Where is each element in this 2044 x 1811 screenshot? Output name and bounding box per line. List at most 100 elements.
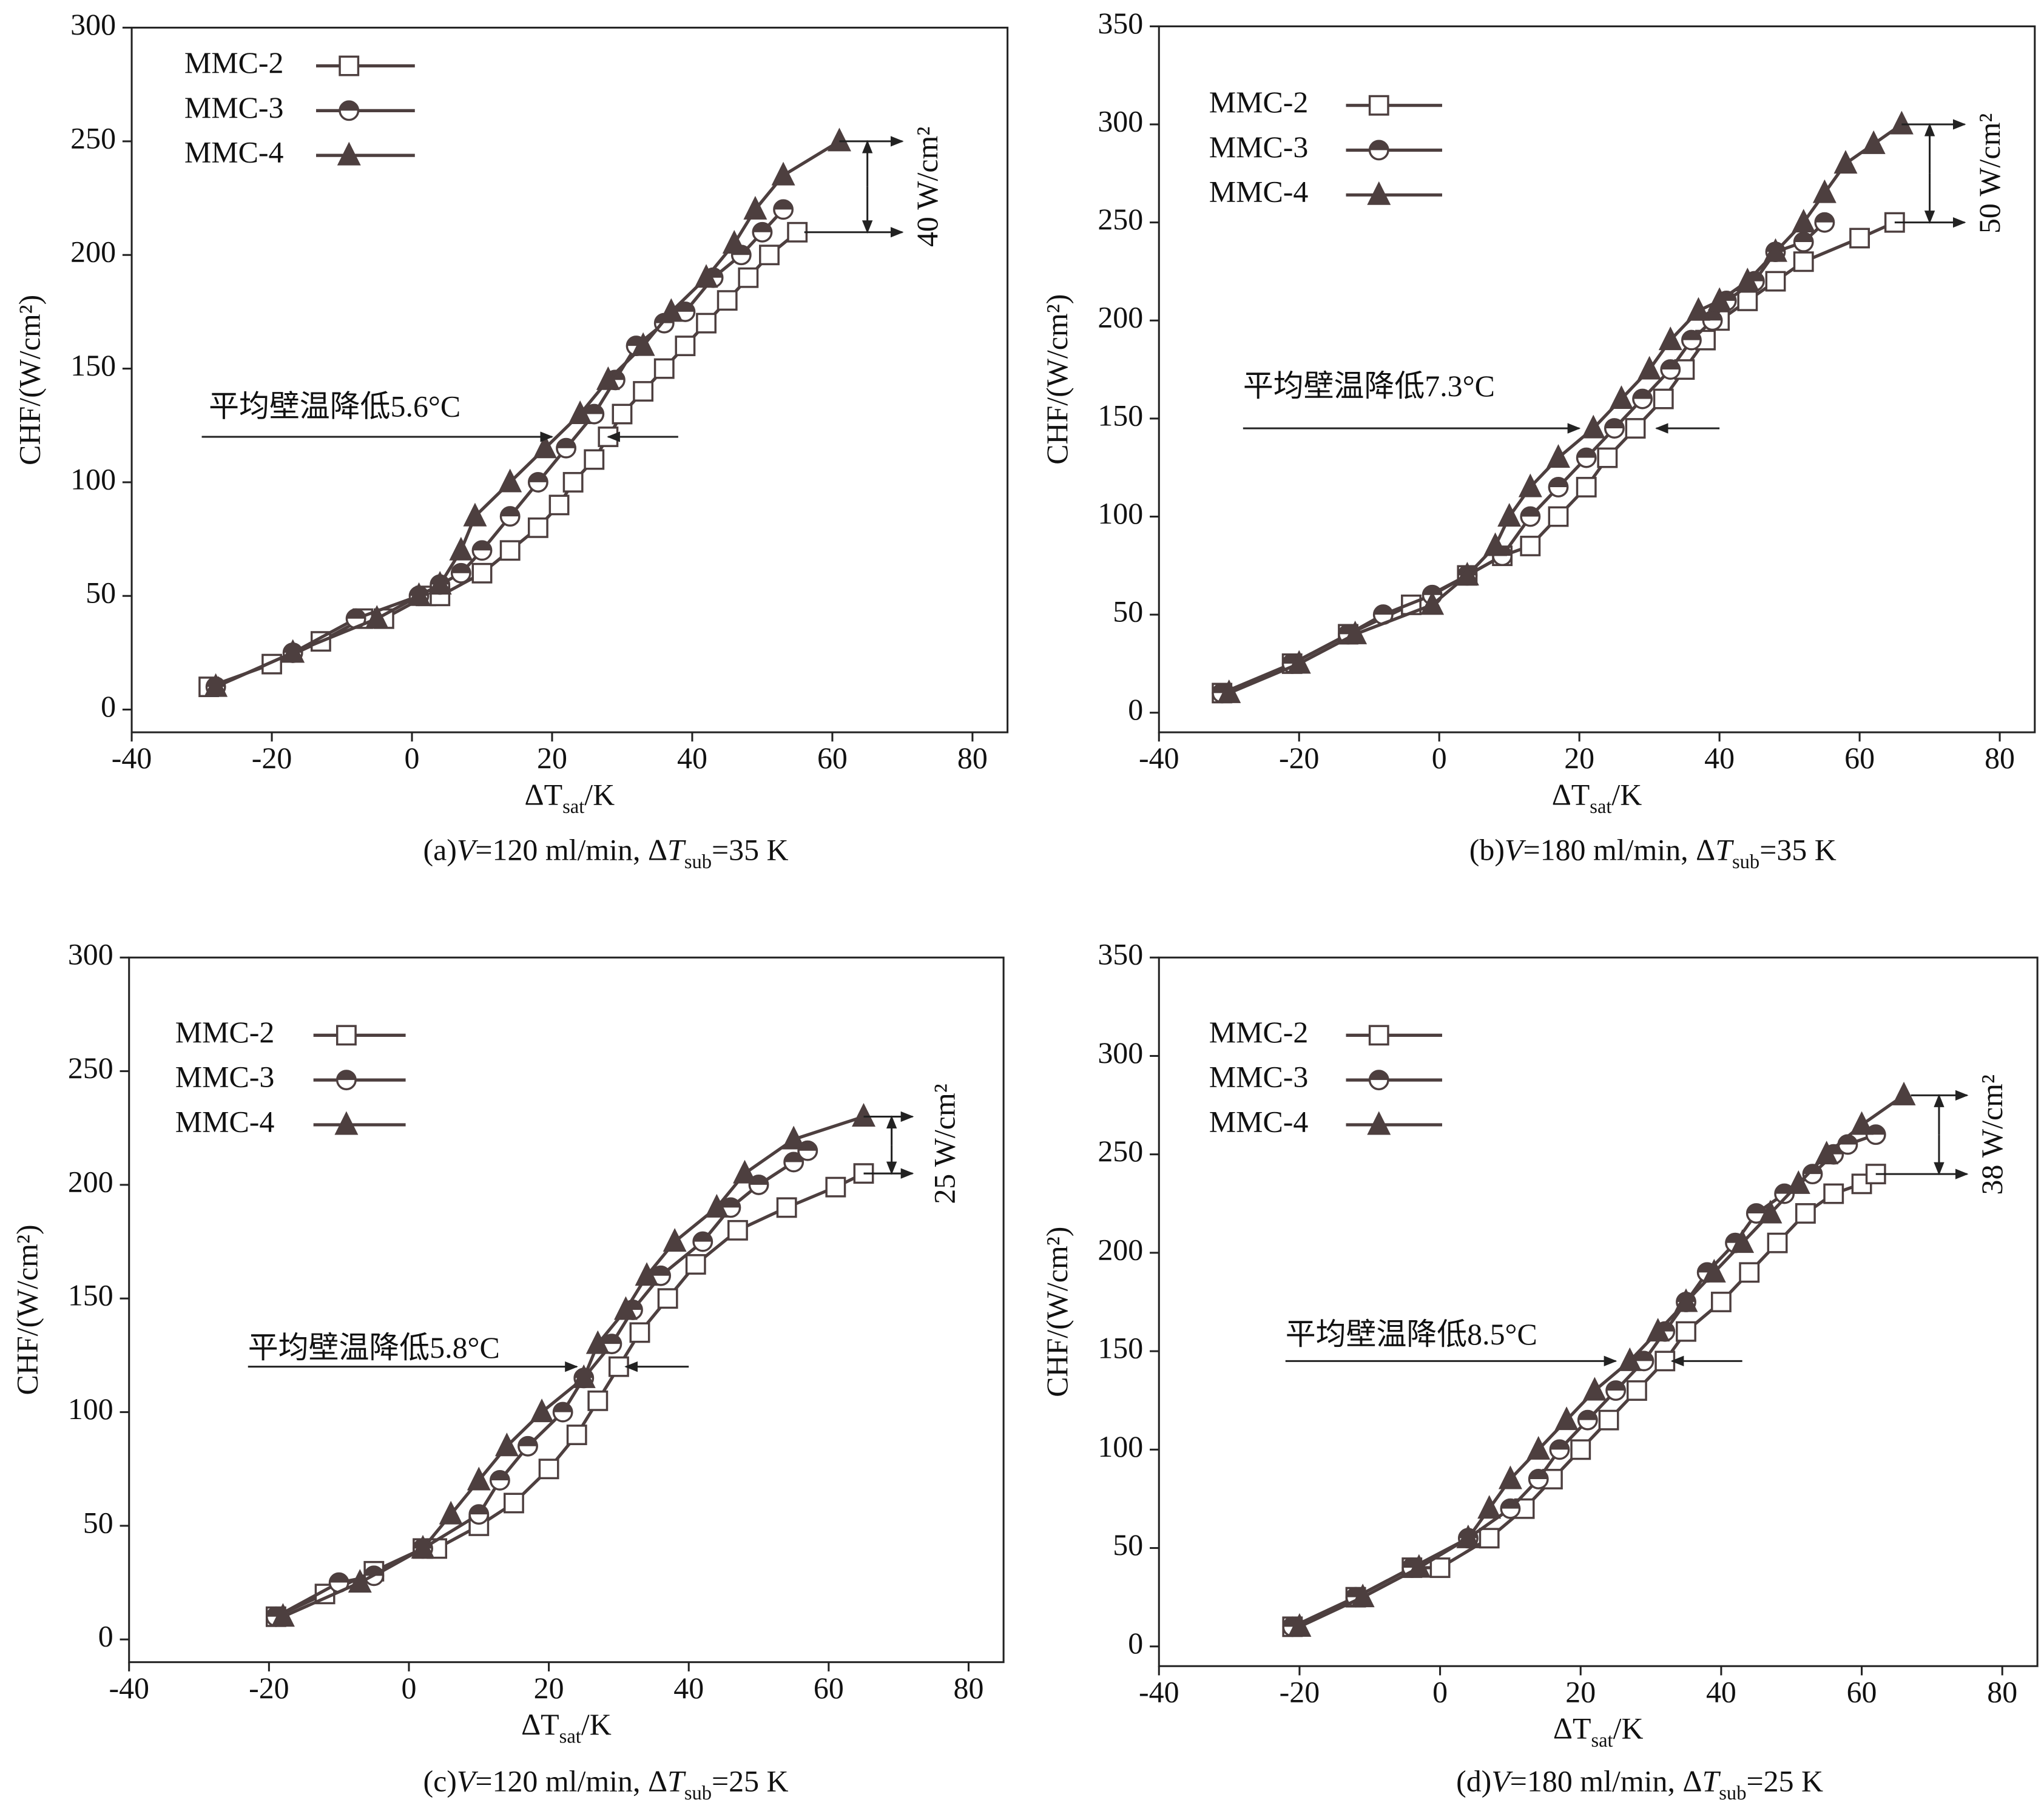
marker-half bbox=[473, 541, 491, 551]
marker bbox=[631, 332, 655, 356]
marker bbox=[653, 358, 675, 379]
marker bbox=[533, 434, 557, 459]
marker-half bbox=[602, 1334, 621, 1344]
marker bbox=[1815, 1141, 1839, 1165]
marker bbox=[428, 571, 452, 595]
marker bbox=[1758, 1199, 1783, 1224]
marker bbox=[1576, 447, 1597, 468]
y-tick-label: 100 bbox=[70, 462, 116, 496]
marker bbox=[281, 639, 305, 663]
series-line bbox=[1228, 123, 1903, 695]
marker bbox=[463, 502, 487, 527]
marker bbox=[587, 1390, 609, 1411]
x-axis-label: ΔTsat/K bbox=[525, 778, 615, 818]
marker bbox=[694, 264, 718, 288]
x-tick-label: 0 bbox=[401, 1671, 416, 1705]
marker bbox=[1767, 1232, 1788, 1253]
marker-half bbox=[1369, 1070, 1388, 1081]
marker bbox=[1786, 1170, 1810, 1194]
marker bbox=[471, 540, 493, 561]
y-tick-label: 0 bbox=[101, 690, 116, 723]
marker bbox=[720, 1197, 741, 1218]
series bbox=[1282, 1164, 1886, 1637]
marker bbox=[773, 199, 794, 220]
marker bbox=[1681, 329, 1702, 351]
marker bbox=[1792, 209, 1816, 233]
marker bbox=[337, 141, 361, 166]
legend-label: MMC-2 bbox=[1209, 1016, 1309, 1049]
series bbox=[271, 1103, 875, 1627]
legend-label: MMC-2 bbox=[184, 46, 284, 79]
y-tick-label: 250 bbox=[1098, 1135, 1143, 1168]
marker bbox=[717, 290, 738, 311]
series bbox=[198, 221, 808, 698]
marker bbox=[1823, 1183, 1844, 1204]
marker bbox=[783, 1152, 804, 1173]
marker bbox=[556, 437, 577, 459]
marker bbox=[1420, 591, 1445, 615]
x-axis-label-part: sat bbox=[562, 796, 584, 818]
x-tick-label: 80 bbox=[954, 1671, 984, 1705]
marker bbox=[1577, 1409, 1598, 1431]
marker-half bbox=[1815, 213, 1834, 223]
x-tick-label: -20 bbox=[249, 1671, 289, 1705]
marker-half bbox=[693, 1232, 712, 1242]
marker bbox=[336, 1025, 357, 1046]
legend-label: MMC-2 bbox=[175, 1016, 275, 1049]
annotation: 平均壁温降低5.8°C bbox=[248, 1331, 500, 1364]
marker bbox=[585, 1330, 610, 1354]
series-line bbox=[275, 1172, 865, 1619]
marker bbox=[738, 267, 759, 288]
marker bbox=[530, 1398, 554, 1423]
marker bbox=[1372, 604, 1394, 626]
x-axis-label: ΔTsat/K bbox=[521, 1708, 612, 1748]
x-tick-label: 20 bbox=[534, 1671, 564, 1705]
marker bbox=[1609, 385, 1633, 410]
caption-part: T bbox=[667, 834, 686, 867]
marker bbox=[328, 1572, 349, 1593]
caption-part: =35 K bbox=[712, 834, 789, 867]
x-tick-label: 20 bbox=[537, 741, 567, 775]
marker-half bbox=[340, 101, 359, 111]
y-tick-label: 0 bbox=[98, 1620, 113, 1653]
gap-label: 38 W/cm² bbox=[1975, 1074, 2009, 1195]
plot-frame bbox=[1158, 25, 2036, 734]
y-tick-label: 300 bbox=[1098, 104, 1143, 138]
series bbox=[1282, 1124, 1886, 1637]
y-axis-label: CHF/(W/cm²) bbox=[10, 1224, 44, 1395]
annotation: 平均壁温降低8.5°C bbox=[1286, 1318, 1537, 1351]
x-tick-label: 40 bbox=[1706, 1675, 1736, 1708]
marker bbox=[1367, 1111, 1391, 1135]
marker bbox=[1570, 1439, 1591, 1460]
marker-half bbox=[1578, 1411, 1597, 1420]
marker bbox=[336, 1070, 357, 1091]
plot-frame bbox=[130, 27, 1009, 734]
marker bbox=[1581, 414, 1605, 439]
y-axis-label: CHF/(W/cm²) bbox=[13, 295, 47, 465]
marker-half bbox=[1521, 507, 1540, 517]
caption-part: =25 K bbox=[1746, 1765, 1823, 1798]
marker bbox=[348, 1569, 372, 1593]
marker-half bbox=[1550, 1440, 1569, 1450]
marker bbox=[752, 221, 773, 243]
marker bbox=[450, 562, 471, 584]
marker bbox=[1518, 473, 1542, 497]
marker-half bbox=[501, 507, 519, 517]
marker-half bbox=[553, 1403, 572, 1412]
marker bbox=[759, 245, 780, 266]
caption-part: sub bbox=[684, 852, 712, 874]
marker bbox=[1617, 1347, 1642, 1371]
marker bbox=[494, 1432, 519, 1457]
marker bbox=[1351, 1583, 1375, 1608]
marker bbox=[584, 449, 605, 470]
marker bbox=[518, 1435, 538, 1457]
gap-label: 25 W/cm² bbox=[928, 1084, 961, 1204]
y-tick-label: 350 bbox=[1098, 938, 1143, 971]
x-tick-label: 80 bbox=[1987, 1675, 2017, 1708]
marker bbox=[548, 494, 570, 516]
marker bbox=[1548, 506, 1569, 527]
marker bbox=[1730, 1229, 1755, 1253]
marker bbox=[1343, 620, 1368, 644]
x-axis-label-part: ΔT bbox=[521, 1708, 559, 1742]
marker bbox=[704, 1193, 729, 1218]
